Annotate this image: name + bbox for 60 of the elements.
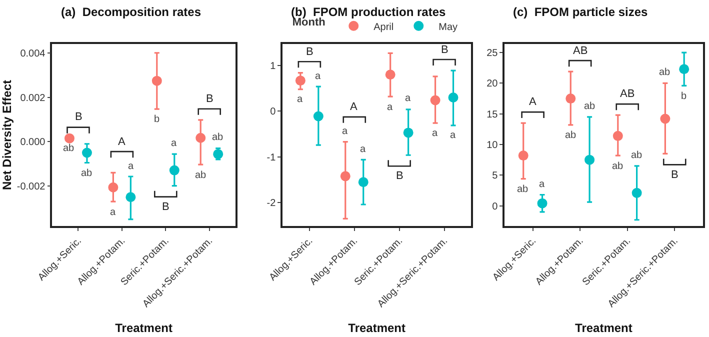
annotation: B [162, 201, 170, 213]
annotation: a [315, 71, 321, 82]
annotation: a [450, 130, 456, 141]
annotation: B [441, 44, 448, 56]
annotation: ab [631, 150, 643, 161]
annotation: ab [517, 184, 529, 195]
y-tick-label: -0.002 [16, 182, 46, 193]
annotation: a [171, 138, 177, 149]
annotation: A [529, 96, 537, 108]
annotation: a [297, 94, 303, 105]
x-axis-title: Treatment [115, 321, 172, 336]
annotation: AB [620, 88, 635, 100]
annotation: B [671, 169, 678, 181]
annotation: a [432, 128, 438, 139]
y-tick-label: 0.002 [20, 92, 46, 104]
annotation: A [350, 101, 358, 113]
annotation: ab [212, 132, 224, 143]
annotation: ab [195, 170, 207, 181]
y-tick-label: 0.004 [20, 48, 46, 60]
annotation: AB [573, 45, 588, 57]
legend-title: Month [292, 16, 326, 29]
annotation: ab [659, 67, 671, 78]
annotation: A [118, 136, 126, 148]
annotation: a [110, 207, 116, 218]
annotation: b [154, 114, 160, 125]
y-tick-label: 20 [486, 78, 498, 90]
x-axis-title: Treatment [348, 321, 406, 336]
annotation: a [360, 144, 366, 155]
annotation: B [75, 111, 82, 123]
y-tick-label: 0 [270, 106, 276, 118]
annotation: ab [612, 161, 624, 172]
annotation: a [342, 126, 348, 137]
annotation: a [539, 179, 545, 190]
annotation: a [128, 161, 134, 172]
annotation: B [206, 93, 214, 105]
y-tick-label: 10 [486, 140, 498, 151]
chart-title: (b) FPOM production rates [291, 5, 446, 19]
annotation: ab [63, 143, 75, 154]
y-tick-label: 1 [270, 60, 276, 72]
y-tick-label: -2 [266, 198, 276, 210]
legend-label: April [374, 22, 394, 33]
annotation: a [405, 93, 411, 104]
chart-title: (a) Decomposition rates [61, 5, 202, 19]
annotation: ab [584, 101, 596, 112]
annotation: ab [81, 168, 93, 179]
y-tick-label: 5 [492, 170, 498, 182]
y-tick-label: 0.000 [20, 137, 46, 148]
annotation: a [387, 102, 393, 113]
x-axis-title: Treatment [575, 321, 632, 336]
annotation: ab [565, 130, 577, 141]
y-tick-label: -1 [266, 152, 276, 164]
y-axis-title: Net Diversity Effect [0, 80, 14, 190]
annotation: b [681, 91, 687, 102]
chart-title: (c) FPOM particle sizes [513, 5, 648, 19]
annotation: B [306, 46, 314, 58]
annotation: B [396, 170, 404, 182]
y-tick-label: 25 [486, 48, 498, 60]
y-tick-label: 0 [492, 201, 498, 212]
legend-label: May [438, 22, 458, 33]
y-tick-label: 15 [486, 109, 498, 120]
